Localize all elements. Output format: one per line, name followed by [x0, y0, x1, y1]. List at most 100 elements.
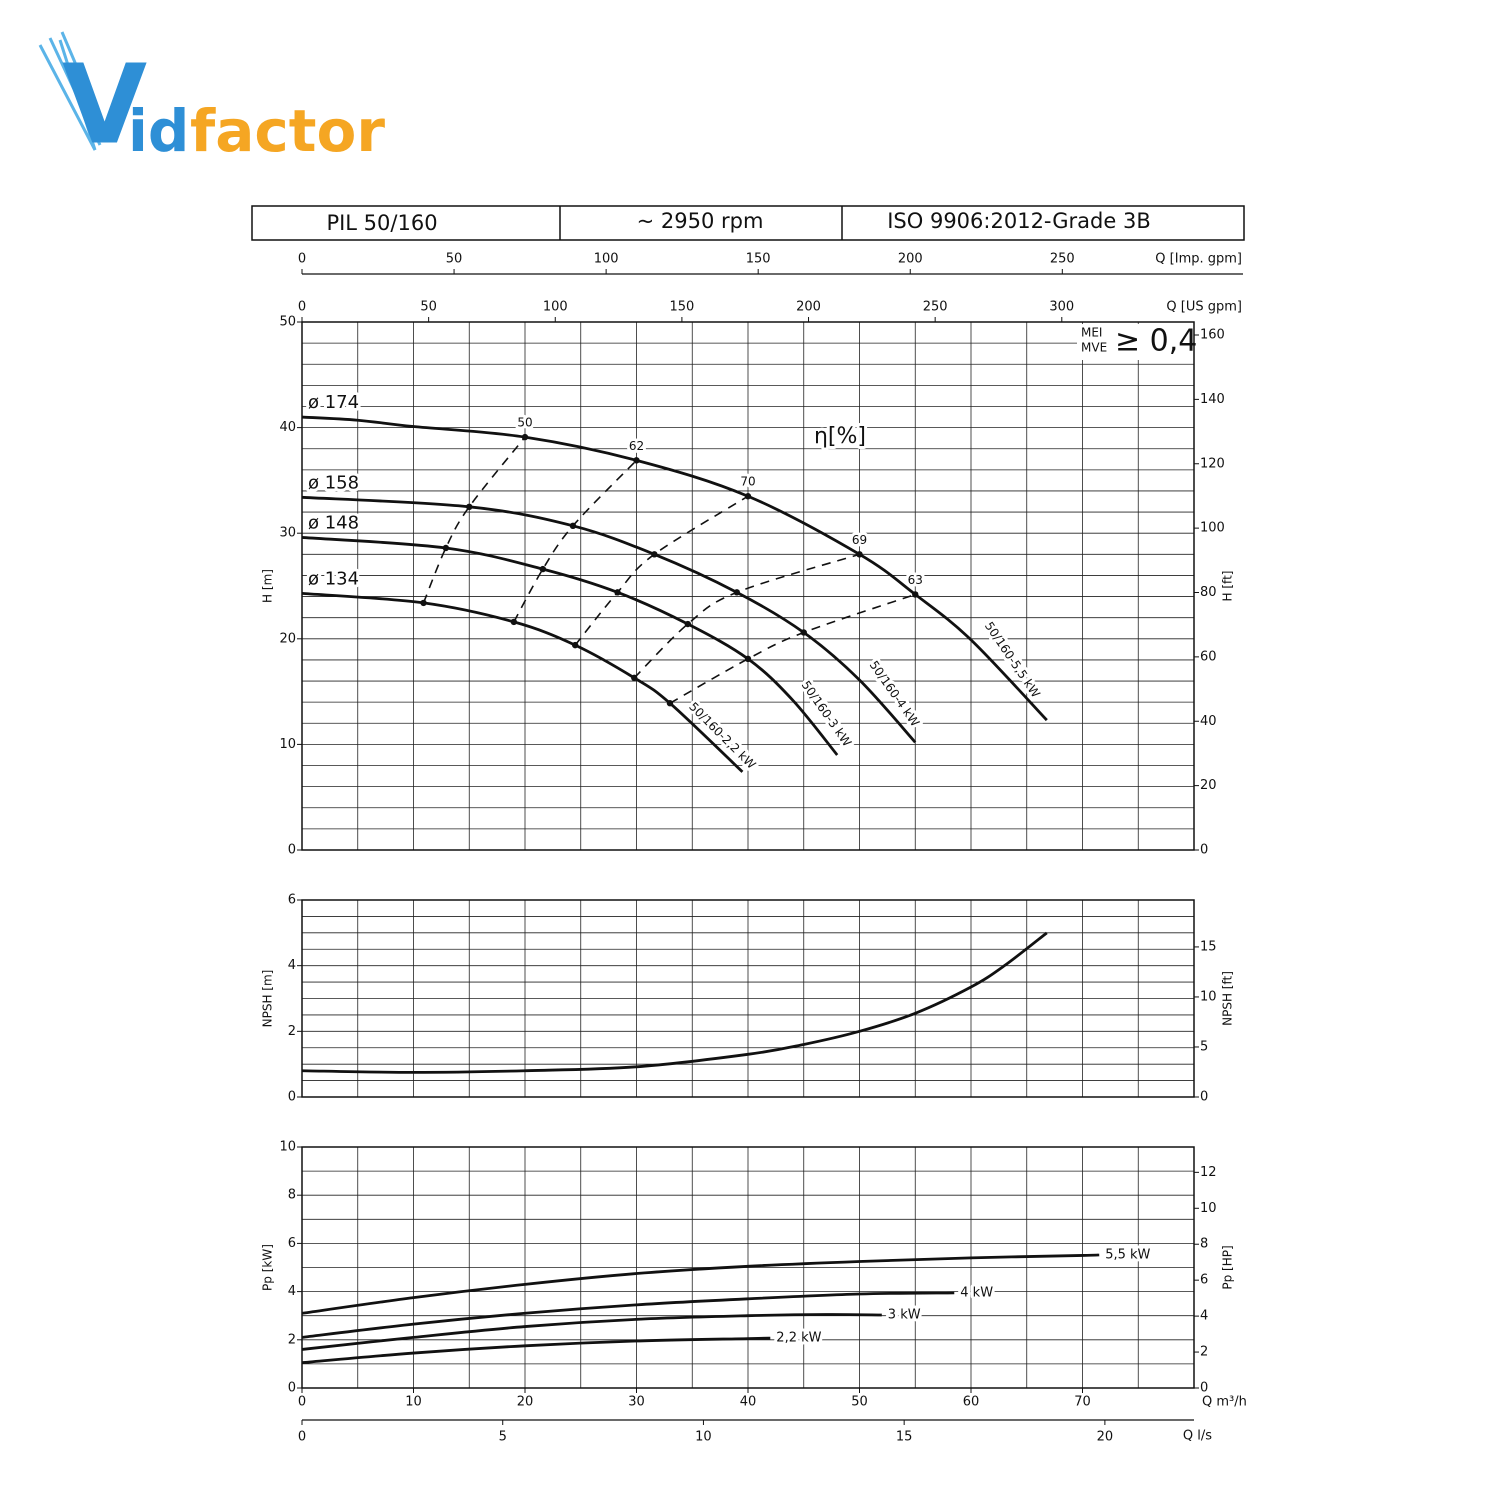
- top-tick-label: 200: [796, 300, 821, 315]
- efficiency-point: [666, 700, 674, 707]
- efficiency-point: [744, 655, 752, 663]
- y2-tick-label: 15: [1200, 939, 1217, 954]
- bottom-tick-label: 10: [695, 1430, 712, 1445]
- curve-annotation: 50/160-3 kW: [799, 678, 855, 749]
- efficiency-label: 63: [908, 573, 923, 587]
- curve: [301, 415, 1048, 722]
- y-axis-label: Pp [kW]: [261, 1244, 275, 1291]
- efficiency-line: [669, 593, 916, 704]
- y2-tick-label: 80: [1200, 585, 1217, 600]
- top-tick-label: 100: [543, 300, 568, 315]
- y2-tick-label: 2: [1200, 1345, 1208, 1360]
- top-tick-label: 200: [898, 252, 923, 267]
- curve: [301, 931, 1048, 1074]
- top-tick-label: 250: [1050, 252, 1075, 267]
- mei-value: ≥ 0,4: [1115, 324, 1197, 359]
- y2-tick-label: 120: [1200, 456, 1225, 471]
- top-axis-label: Q [US gpm]: [1166, 300, 1242, 315]
- x-tick-label: 0: [298, 1395, 306, 1410]
- efficiency-point: [466, 503, 473, 510]
- y2-tick-label: 0: [1200, 1090, 1208, 1105]
- mei-box: [1077, 324, 1193, 360]
- efficiency-point: [912, 591, 919, 598]
- y2-tick-label: 8: [1200, 1237, 1208, 1252]
- top-tick-label: 0: [298, 300, 306, 315]
- efficiency-point: [510, 618, 518, 626]
- y-tick-label: 10: [279, 737, 296, 752]
- efficiency-point: [631, 674, 638, 682]
- efficiency-point: [420, 599, 427, 607]
- efficiency-title: η[%]: [814, 424, 866, 449]
- y-tick-label: 4: [288, 958, 296, 973]
- bottom-tick-label: 20: [1097, 1430, 1114, 1445]
- efficiency-point: [684, 620, 691, 628]
- header-box: [251, 205, 1245, 241]
- top-tick-label: 150: [669, 300, 694, 315]
- efficiency-point: [744, 493, 752, 500]
- y-tick-label: 2: [288, 1024, 296, 1039]
- top-tick-label: 100: [594, 252, 619, 267]
- y2-tick-label: 4: [1200, 1309, 1208, 1324]
- plot-frame: [301, 321, 1195, 851]
- y2-tick-label: 60: [1200, 649, 1217, 664]
- top-tick-label: 0: [298, 252, 306, 267]
- efficiency-point: [614, 589, 621, 596]
- y2-tick-label: 6: [1200, 1273, 1208, 1288]
- efficiency-point: [569, 522, 577, 530]
- y2-tick-label: 160: [1200, 328, 1225, 343]
- y-tick-label: 40: [279, 420, 296, 435]
- efficiency-label: 62: [629, 439, 644, 453]
- standard: ISO 9906:2012-Grade 3B: [887, 209, 1151, 233]
- y-tick-label: 6: [288, 893, 296, 908]
- y2-tick-label: 40: [1200, 714, 1217, 729]
- top-tick-label: 300: [1049, 300, 1074, 315]
- y2-tick-label: 10: [1200, 989, 1217, 1004]
- efficiency-line: [422, 436, 526, 604]
- curve-label: 5,5 kW: [1105, 1247, 1150, 1262]
- top-tick-label: 250: [923, 300, 948, 315]
- plot-frame: [301, 899, 1195, 1098]
- y2-tick-label: 0: [1200, 843, 1208, 858]
- y-tick-label: 30: [279, 526, 296, 541]
- efficiency-label: 69: [852, 533, 867, 547]
- curve-label: ø 148: [308, 512, 359, 533]
- curve: [301, 1253, 1100, 1315]
- y2-axis-label: Pp [HP]: [1221, 1245, 1235, 1289]
- efficiency-line: [574, 495, 749, 646]
- y2-tick-label: 20: [1200, 778, 1217, 793]
- y2-tick-label: 12: [1200, 1165, 1217, 1180]
- top-tick-label: 50: [446, 252, 463, 267]
- y2-tick-label: 140: [1200, 392, 1225, 407]
- x-tick-label: 40: [740, 1395, 757, 1410]
- logo-v: V: [62, 40, 147, 168]
- curve: [301, 536, 839, 756]
- x-tick-label: 20: [517, 1395, 534, 1410]
- curve: [301, 1336, 771, 1365]
- curve: [301, 591, 744, 773]
- top-tick-label: 50: [420, 300, 437, 315]
- logo-feathers: [38, 31, 110, 151]
- curve: [301, 1291, 955, 1339]
- x-tick-label: 70: [1074, 1395, 1091, 1410]
- y-tick-label: 8: [288, 1188, 296, 1203]
- y2-tick-label: 0: [1200, 1381, 1208, 1396]
- bottom-tick-label: 15: [896, 1430, 913, 1445]
- y-tick-label: 10: [279, 1140, 296, 1155]
- efficiency-point: [521, 433, 529, 441]
- curve-label: 2,2 kW: [776, 1331, 821, 1346]
- y-axis-label: NPSH [m]: [261, 970, 275, 1028]
- efficiency-label: 70: [740, 475, 755, 489]
- efficiency-point: [856, 551, 863, 558]
- header: PIL 50/160 ~ 2950 rpm ISO 9906:2012-Grad…: [251, 205, 1245, 241]
- y-tick-label: 0: [288, 1381, 296, 1396]
- y-tick-label: 0: [288, 843, 296, 858]
- efficiency-line: [633, 553, 860, 679]
- x-tick-label: 30: [628, 1395, 645, 1410]
- y-tick-label: 4: [288, 1284, 296, 1299]
- efficiency-point: [733, 589, 741, 596]
- x-axis-label: Q m³/h: [1202, 1395, 1247, 1410]
- bottom-axis-label: Q l/s: [1183, 1429, 1212, 1444]
- efficiency-point: [442, 544, 450, 552]
- efficiency-point: [651, 551, 658, 558]
